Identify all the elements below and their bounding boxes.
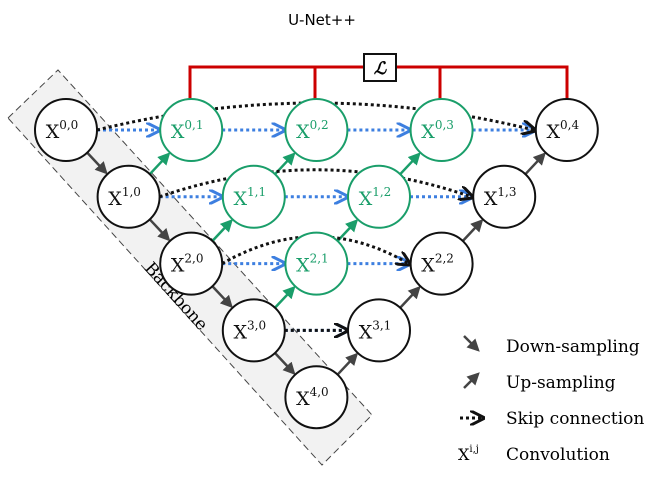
node-x2-2: X2,2	[409, 231, 474, 296]
node-x2-0: X2,0	[159, 231, 224, 296]
legend-label: Up-sampling	[506, 373, 616, 393]
node-x4-0: X4,0	[284, 365, 349, 430]
node-x1-2: X1,2	[347, 164, 411, 229]
node-x2-1: X2,1	[284, 231, 349, 296]
up-sampling-arrow	[274, 285, 296, 309]
up-sampling-arrow	[461, 219, 484, 242]
loss-box	[363, 53, 397, 82]
node-circle	[409, 98, 474, 162]
node-circle	[96, 164, 161, 229]
node-circle	[534, 98, 599, 162]
down-sampling-arrow	[211, 285, 233, 309]
node-x1-0: X1,0	[96, 164, 161, 229]
legend-item: Xi,j Convolution	[458, 444, 610, 465]
legend: Down-sampling Up-sampling Skip connection X…	[458, 335, 644, 465]
node-x0-2: X0,2	[284, 98, 349, 162]
up-sampling-arrow	[336, 352, 359, 376]
node-x3-1: X3,1	[347, 298, 411, 363]
node-x0-3: X0,3	[409, 98, 474, 162]
node-circle	[34, 98, 98, 162]
node-circle	[284, 365, 349, 430]
node-circle	[221, 298, 286, 363]
up-sampling-arrow	[524, 152, 546, 176]
node-circle	[284, 98, 349, 162]
loss-label: ℒ	[374, 59, 387, 79]
up-sampling-arrow	[399, 285, 421, 309]
legend-item: Skip connection	[460, 409, 644, 429]
convolution-symbol: Xi,j	[458, 444, 479, 464]
node-x3-0: X3,0	[221, 298, 286, 363]
down-sampling-arrow	[148, 218, 171, 242]
down-sampling-arrow	[274, 352, 296, 375]
legend-label: Down-sampling	[506, 337, 640, 357]
node-x0-0: X0,0	[34, 98, 98, 162]
node-circle	[347, 164, 411, 229]
node-circle	[409, 231, 474, 296]
up-arrow-icon	[463, 372, 480, 389]
legend-label: Convolution	[506, 445, 610, 465]
node-x0-1: X0,1	[159, 98, 224, 162]
node-circle	[159, 98, 224, 162]
node-circle	[159, 231, 224, 296]
node-label: X4,0	[296, 385, 329, 410]
up-sampling-arrow	[336, 219, 359, 242]
node-x1-1: X1,1	[221, 164, 286, 229]
node-circle	[221, 164, 286, 229]
node-x0-4: X0,4	[534, 98, 599, 162]
node-label: X2,0	[171, 252, 204, 277]
node-circle	[472, 164, 537, 229]
node-label: X1,1	[233, 185, 266, 210]
down-arrow-icon	[463, 335, 480, 352]
node-circle	[284, 231, 349, 296]
node-x1-3: X1,3	[472, 164, 537, 229]
up-sampling-arrow	[211, 219, 233, 242]
down-sampling-arrow	[86, 151, 108, 175]
long-skip-connection	[96, 101, 534, 130]
diagram-title: U-Net++	[288, 11, 356, 29]
up-sampling-arrow	[148, 152, 171, 176]
long-skip-connection	[159, 168, 472, 197]
legend-item: Down-sampling	[463, 335, 640, 357]
node-circle	[347, 298, 411, 363]
legend-item: Up-sampling	[463, 372, 616, 393]
up-sampling-arrow	[399, 152, 421, 176]
legend-label: Skip connection	[506, 409, 644, 429]
